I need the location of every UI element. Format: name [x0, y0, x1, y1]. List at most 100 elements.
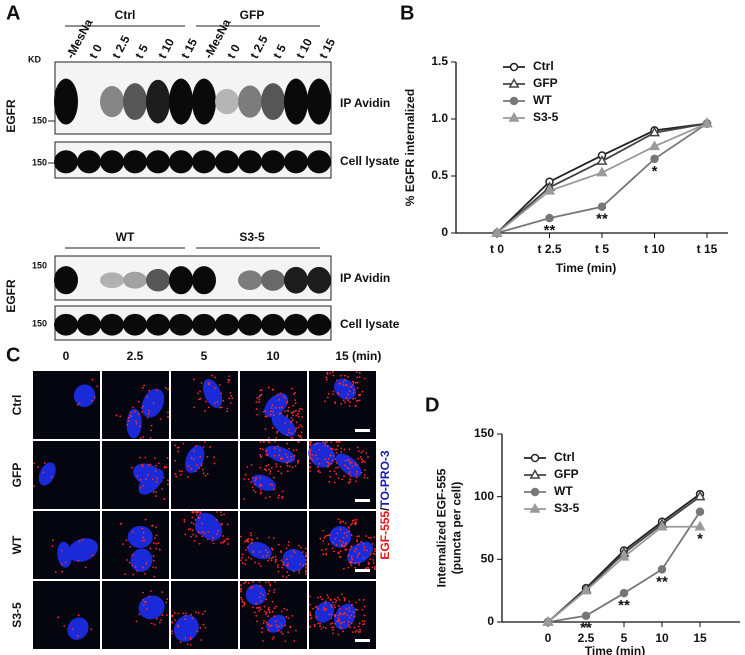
puncta — [317, 622, 320, 625]
puncta — [264, 497, 267, 500]
puncta — [199, 511, 202, 513]
puncta — [361, 461, 363, 464]
puncta — [354, 381, 357, 384]
puncta — [264, 581, 267, 584]
puncta — [290, 420, 293, 423]
puncta — [219, 511, 222, 514]
band — [238, 85, 262, 118]
puncta — [267, 441, 270, 443]
puncta — [254, 479, 257, 482]
puncta — [354, 405, 357, 408]
puncta — [267, 623, 270, 626]
puncta — [146, 396, 148, 398]
point — [544, 184, 555, 195]
point — [649, 140, 660, 151]
puncta — [339, 556, 342, 559]
puncta — [342, 541, 345, 544]
puncta — [130, 411, 132, 414]
puncta — [192, 378, 195, 381]
puncta — [340, 450, 343, 453]
puncta — [256, 620, 259, 623]
puncta — [351, 465, 354, 468]
puncta — [215, 519, 218, 521]
puncta — [198, 542, 201, 545]
puncta — [147, 474, 149, 477]
protein-label: EGFR — [4, 99, 18, 133]
puncta — [228, 397, 230, 400]
puncta — [351, 461, 353, 464]
puncta — [207, 530, 210, 533]
puncta — [279, 458, 282, 460]
puncta — [255, 614, 258, 617]
puncta — [286, 442, 289, 445]
puncta — [354, 397, 357, 400]
puncta — [327, 543, 330, 545]
puncta — [152, 490, 155, 493]
puncta — [265, 453, 268, 456]
puncta — [148, 389, 151, 392]
y-tick-label: 150 — [474, 426, 494, 440]
x-tick-label: 10 — [655, 631, 669, 645]
puncta — [269, 472, 271, 475]
puncta — [262, 441, 265, 443]
puncta — [339, 521, 342, 524]
puncta — [274, 581, 276, 583]
puncta — [362, 599, 365, 601]
puncta — [271, 547, 273, 550]
puncta — [259, 492, 262, 495]
puncta — [358, 622, 361, 625]
puncta — [268, 589, 271, 592]
puncta — [152, 402, 155, 405]
puncta — [271, 637, 274, 640]
puncta — [264, 415, 267, 418]
puncta — [322, 553, 325, 556]
puncta — [247, 582, 250, 585]
puncta — [346, 466, 349, 469]
puncta — [262, 640, 264, 642]
puncta — [270, 624, 273, 627]
puncta — [324, 458, 327, 461]
puncta — [214, 387, 216, 390]
puncta — [147, 464, 150, 467]
band — [146, 79, 170, 124]
puncta — [335, 448, 338, 451]
puncta — [326, 373, 329, 375]
puncta — [177, 625, 180, 628]
puncta — [273, 454, 276, 457]
puncta — [327, 392, 330, 395]
puncta — [281, 490, 284, 493]
point — [596, 166, 608, 177]
nucleus — [335, 453, 362, 478]
puncta — [155, 495, 157, 497]
puncta — [142, 536, 145, 539]
y-tick-label: 1.0 — [431, 111, 448, 125]
kd-label: KD — [28, 54, 41, 64]
puncta — [184, 618, 187, 621]
puncta — [179, 641, 182, 644]
puncta — [322, 626, 325, 629]
puncta — [371, 566, 374, 569]
puncta — [316, 457, 319, 460]
puncta — [330, 447, 333, 450]
puncta — [127, 419, 130, 422]
puncta — [43, 462, 46, 465]
puncta — [329, 598, 332, 601]
puncta — [298, 441, 300, 443]
nucleus — [173, 614, 199, 642]
point — [509, 62, 519, 72]
row-label: S3-5 — [10, 602, 24, 628]
puncta — [268, 557, 271, 560]
puncta — [318, 448, 321, 451]
puncta — [213, 456, 216, 459]
puncta — [279, 456, 282, 459]
puncta — [268, 496, 271, 498]
puncta — [342, 381, 345, 383]
puncta — [342, 536, 345, 539]
puncta — [54, 571, 57, 573]
puncta — [295, 629, 297, 632]
puncta — [329, 534, 331, 536]
panel-label: A — [6, 2, 20, 24]
puncta — [252, 581, 254, 583]
band — [261, 313, 285, 336]
puncta — [179, 470, 181, 473]
